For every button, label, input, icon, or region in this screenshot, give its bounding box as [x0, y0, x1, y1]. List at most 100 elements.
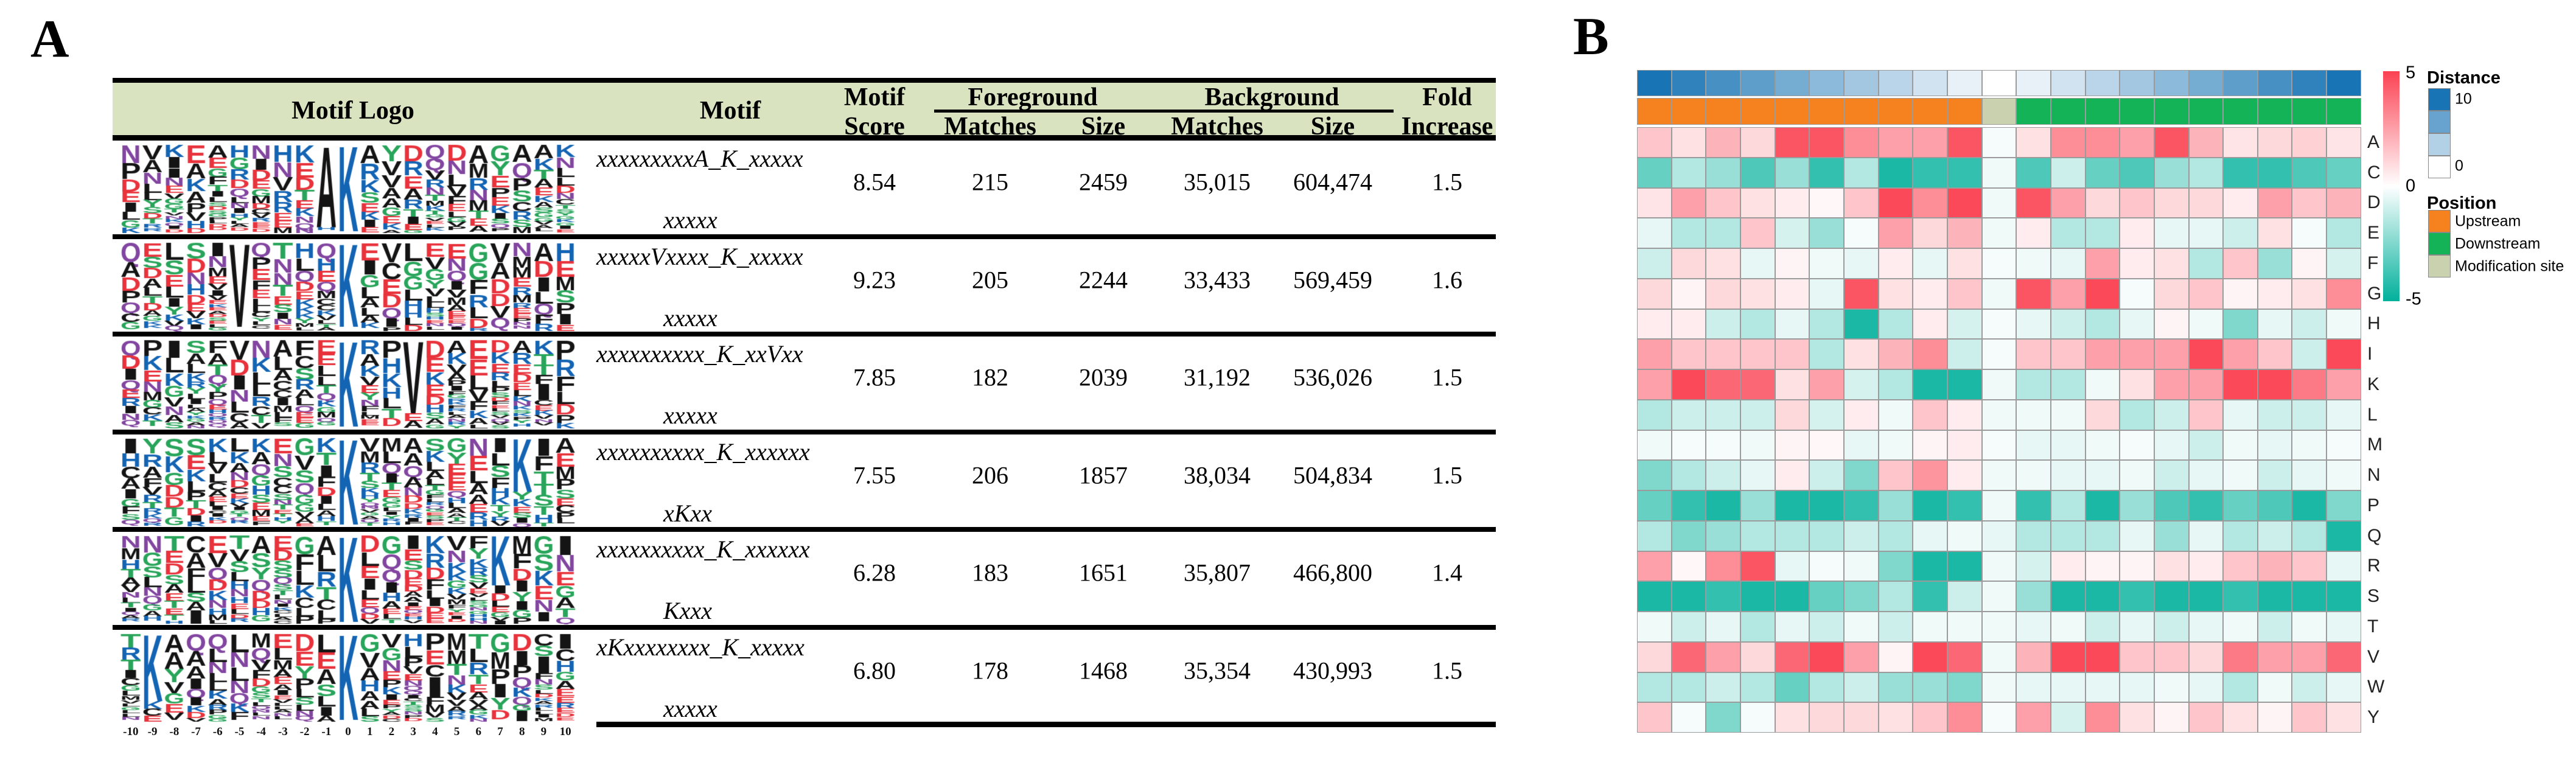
heatmap-cell	[1947, 672, 1982, 703]
heatmap-cell	[2188, 278, 2224, 309]
bg-matches-cell: 33,433	[1184, 266, 1251, 293]
heatmap-cell	[2085, 369, 2120, 400]
bg-size-cell: 504,834	[1293, 461, 1372, 489]
heatmap-cell	[2223, 520, 2258, 551]
heatmap-cell	[1843, 641, 1879, 672]
heatmap-cell	[1981, 98, 2017, 125]
fg-matches-cell: 206	[972, 461, 1008, 489]
heatmap-cell	[1775, 309, 1810, 340]
position-legend-label: Downstream	[2455, 235, 2541, 253]
heatmap-cell	[1981, 702, 2017, 733]
heatmap-cell	[2257, 218, 2292, 248]
heatmap-cell	[2292, 520, 2327, 551]
heatmap-cell	[2085, 187, 2120, 218]
heatmap-cell	[2326, 520, 2361, 551]
heatmap-cell	[1913, 672, 1947, 703]
heatmap-cell	[2223, 702, 2258, 733]
heatmap-cell	[2257, 70, 2292, 96]
heatmap-cell	[2085, 520, 2120, 551]
heatmap-cell	[2292, 218, 2327, 248]
heatmap-cell	[1775, 157, 1810, 188]
heatmap-cell	[1637, 430, 1672, 461]
heatmap-cell	[1878, 581, 1913, 612]
heatmap-cell	[2154, 520, 2189, 551]
heatmap-cell	[1947, 127, 1982, 158]
heatmap-cell	[1671, 581, 1706, 612]
heatmap-cell	[2050, 218, 2086, 248]
heatmap-cell	[2016, 581, 2051, 612]
heatmap-cell	[2085, 641, 2120, 672]
heatmap-cell	[2120, 520, 2154, 551]
heatmap-cell	[1740, 641, 1775, 672]
heatmap-cell	[1706, 309, 1740, 340]
heatmap-cell	[1878, 309, 1913, 340]
heatmap-cell	[1878, 612, 1913, 642]
heatmap-cell	[2050, 309, 2086, 340]
heatmap-cell	[1878, 157, 1913, 188]
motif-logo-image	[120, 436, 576, 527]
heatmap-cell	[2120, 278, 2154, 309]
heatmap-cell	[2016, 702, 2051, 733]
heatmap-cell	[2188, 187, 2224, 218]
heatmap-cell	[1637, 520, 1672, 551]
heatmap-cell	[2016, 460, 2051, 490]
heatmap-cell	[2050, 157, 2086, 188]
heatmap-cell	[2188, 399, 2224, 430]
distance-annotation-row	[1637, 70, 2361, 96]
heatmap-row-label: H	[2367, 313, 2381, 334]
heatmap-cell	[1843, 127, 1879, 158]
heatmap-colorbar	[2383, 71, 2400, 301]
heatmap-cell	[2188, 98, 2224, 125]
heatmap-cell	[2120, 369, 2154, 400]
heatmap-cell	[2257, 551, 2292, 582]
heatmap-cell	[2257, 460, 2292, 490]
heatmap-cell	[2154, 309, 2189, 340]
heatmap-cell	[2120, 551, 2154, 582]
heatmap-cell	[1671, 248, 1706, 279]
heatmap-cell	[1843, 702, 1879, 733]
heatmap-data-row	[1637, 399, 2361, 430]
heatmap-cell	[1706, 551, 1740, 582]
heatmap-row-label: N	[2367, 465, 2381, 486]
heatmap-cell	[2223, 399, 2258, 430]
heatmap-cell	[2188, 309, 2224, 340]
heatmap-cell	[2257, 399, 2292, 430]
heatmap-cell	[1671, 551, 1706, 582]
heatmap-cell	[2326, 702, 2361, 733]
heatmap-cell	[2050, 70, 2086, 96]
heatmap-row-label: D	[2367, 192, 2381, 213]
heatmap-cell	[1740, 339, 1775, 369]
heatmap-cell	[1706, 187, 1740, 218]
heatmap-cell	[1981, 551, 2017, 582]
heatmap-cell	[1706, 460, 1740, 490]
heatmap-row-label: L	[2367, 404, 2378, 425]
table-row: xxxxxxxxxA_K_xxxxx xxxxx 8.54 215 2459 35,015…	[113, 141, 1496, 239]
heatmap-cell	[2188, 369, 2224, 400]
heatmap-cell	[1740, 460, 1775, 490]
heatmap-cell	[1775, 278, 1810, 309]
heatmap-cell	[1671, 309, 1706, 340]
heatmap-cell	[1878, 70, 1913, 96]
heatmap-cell	[1981, 369, 2017, 400]
heatmap-cell	[1843, 70, 1879, 96]
bg-size-cell: 466,800	[1293, 559, 1372, 587]
heatmap-cell	[2016, 70, 2051, 96]
heatmap-cell	[2326, 430, 2361, 461]
heatmap-cell	[1843, 187, 1879, 218]
fg-size-cell: 2459	[1079, 168, 1128, 196]
logo-axis-tick: 2	[388, 725, 395, 738]
heatmap-cell	[2257, 157, 2292, 188]
heatmap-cell	[1947, 369, 1982, 400]
heatmap-cell	[2154, 157, 2189, 188]
heatmap-cell	[1671, 70, 1706, 96]
heatmap-cell	[2326, 339, 2361, 369]
heatmap-cell	[2050, 581, 2086, 612]
heatmap-data-row	[1637, 612, 2361, 642]
fold-increase-cell: 1.5	[1432, 168, 1462, 196]
heatmap-row-label: Y	[2367, 707, 2380, 728]
heatmap-cell	[1947, 157, 1982, 188]
position-legend-swatch	[2428, 255, 2451, 277]
heatmap-cell	[1981, 490, 2017, 521]
heatmap-cell	[1775, 98, 1810, 125]
heatmap-cell	[1809, 581, 1844, 612]
